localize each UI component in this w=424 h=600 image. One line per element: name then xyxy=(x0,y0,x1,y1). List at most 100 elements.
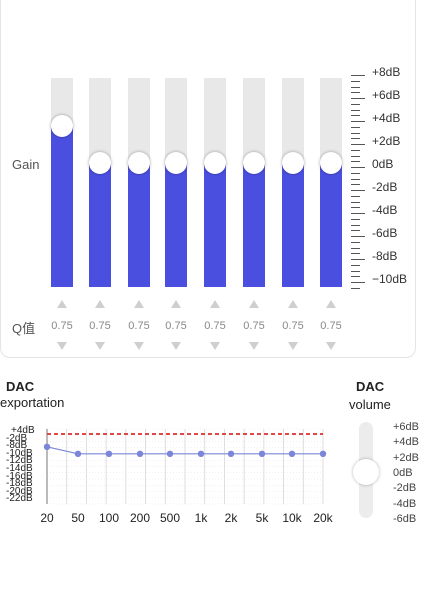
q-up-arrow[interactable] xyxy=(326,300,336,308)
scale-tick-minor xyxy=(351,81,360,82)
q-up-arrow[interactable] xyxy=(134,300,144,308)
q-down-arrow[interactable] xyxy=(210,342,220,350)
q-value: 0.75 xyxy=(282,320,304,332)
chart-curve-point xyxy=(288,450,296,457)
scale-label: +8dB xyxy=(372,65,401,79)
scale-tick-minor xyxy=(351,150,360,151)
scale-label: 0dB xyxy=(372,157,394,171)
scale-tick-minor xyxy=(351,133,360,134)
chart-y-label: +4dB xyxy=(11,425,35,436)
eq-band-knob[interactable] xyxy=(320,152,342,174)
eq-band-knob[interactable] xyxy=(51,115,73,138)
q-down-arrow[interactable] xyxy=(288,342,298,350)
chart-frequency-label: 500 xyxy=(159,511,181,525)
scale-tick-minor xyxy=(351,225,360,226)
scale-tick-minor xyxy=(351,127,360,128)
scale-label: +6dB xyxy=(372,88,401,102)
scale-tick-minor xyxy=(351,173,360,174)
chart-y-label: -2dB xyxy=(6,432,28,444)
chart-frequency-label: 200 xyxy=(129,511,151,525)
chart-frequency-label: 20k xyxy=(313,511,333,525)
eq-band-fill xyxy=(51,126,73,287)
scale-tick-minor xyxy=(351,104,360,105)
q-down-arrow[interactable] xyxy=(134,342,144,350)
scale-label: -6dB xyxy=(372,226,398,240)
scale-tick-minor xyxy=(351,161,360,162)
q-up-arrow[interactable] xyxy=(249,300,259,308)
scale-tick-minor xyxy=(351,248,360,249)
scale-tick-minor xyxy=(351,276,360,277)
q-down-arrow[interactable] xyxy=(326,342,336,350)
chart-frequency-label: 100 xyxy=(98,511,120,525)
volume-scale-label: -2dB xyxy=(393,482,417,495)
q-up-arrow[interactable] xyxy=(171,300,181,308)
chart-curve-point xyxy=(43,443,51,450)
eq-band-fill xyxy=(320,163,342,287)
chart-curve-point xyxy=(227,450,235,457)
scale-tick-minor xyxy=(351,271,360,272)
q-up-arrow[interactable] xyxy=(57,300,67,308)
eq-band-knob[interactable] xyxy=(204,152,226,174)
chart-y-label: -10dB xyxy=(6,447,33,459)
q-value: 0.75 xyxy=(165,320,187,332)
q-up-arrow[interactable] xyxy=(288,300,298,308)
scale-tick-minor xyxy=(351,115,360,116)
chart-y-label: -20dB xyxy=(6,485,33,497)
chart-curve-point xyxy=(197,450,205,457)
chart-curve-point xyxy=(166,450,174,457)
scale-tick-major xyxy=(351,190,365,191)
eq-band-knob[interactable] xyxy=(243,152,265,174)
chart-y-label: -18dB xyxy=(6,478,33,490)
q-up-arrow[interactable] xyxy=(210,300,220,308)
eq-band-fill xyxy=(282,163,304,287)
scale-tick-minor xyxy=(351,265,360,266)
eq-band-knob[interactable] xyxy=(89,152,111,174)
scale-tick-minor xyxy=(351,207,360,208)
scale-tick-minor xyxy=(351,87,360,88)
eq-band-knob[interactable] xyxy=(282,152,304,174)
scale-tick-minor xyxy=(351,288,360,289)
chart-frequency-label: 1k xyxy=(194,511,208,525)
eq-band-fill xyxy=(243,163,265,287)
dac-export-subtitle: exportation xyxy=(0,395,65,410)
volume-scale-label: -4dB xyxy=(393,497,417,510)
eq-band-fill xyxy=(165,163,187,287)
chart-y-label: -8dB xyxy=(6,440,28,452)
volume-scale-label: -6dB xyxy=(393,512,417,525)
scale-tick-major xyxy=(351,282,365,283)
chart-curve-point xyxy=(105,450,113,457)
eq-band-knob[interactable] xyxy=(128,152,150,174)
volume-scale-label: 0dB xyxy=(393,466,413,479)
chart-curve-line xyxy=(46,446,323,455)
volume-scale-label: +6dB xyxy=(393,421,419,433)
chart-y-label: -14dB xyxy=(6,463,33,474)
q-down-arrow[interactable] xyxy=(57,342,67,350)
scale-tick-minor xyxy=(351,179,360,180)
q-down-arrow[interactable] xyxy=(249,342,259,350)
scale-tick-major xyxy=(351,144,365,145)
eq-band-knob[interactable] xyxy=(165,152,187,174)
q-down-arrow[interactable] xyxy=(95,342,105,350)
q-up-arrow[interactable] xyxy=(95,300,105,308)
scale-tick-major xyxy=(351,121,365,122)
eq-band-fill xyxy=(204,163,226,287)
scale-tick-minor xyxy=(351,202,360,203)
volume-slider-knob[interactable] xyxy=(353,459,379,485)
scale-tick-major xyxy=(351,75,365,76)
q-value: 0.75 xyxy=(51,320,73,332)
gain-label: Gain xyxy=(12,157,40,172)
scale-label: -4dB xyxy=(372,203,398,217)
scale-tick-minor xyxy=(351,253,360,254)
scale-tick-minor xyxy=(351,156,360,157)
q-down-arrow[interactable] xyxy=(171,342,181,350)
eq-band-fill xyxy=(128,163,150,287)
chart-curve-point xyxy=(74,450,82,457)
q-value: 0.75 xyxy=(243,320,265,332)
scale-tick-minor xyxy=(351,242,360,243)
q-value: 0.75 xyxy=(204,320,226,332)
dac-volume-title: DAC xyxy=(356,379,385,394)
scale-tick-major xyxy=(351,259,365,260)
q-value: 0.75 xyxy=(320,320,342,332)
scale-label: +2dB xyxy=(372,134,401,148)
chart-y-label: -22dB xyxy=(6,493,33,505)
